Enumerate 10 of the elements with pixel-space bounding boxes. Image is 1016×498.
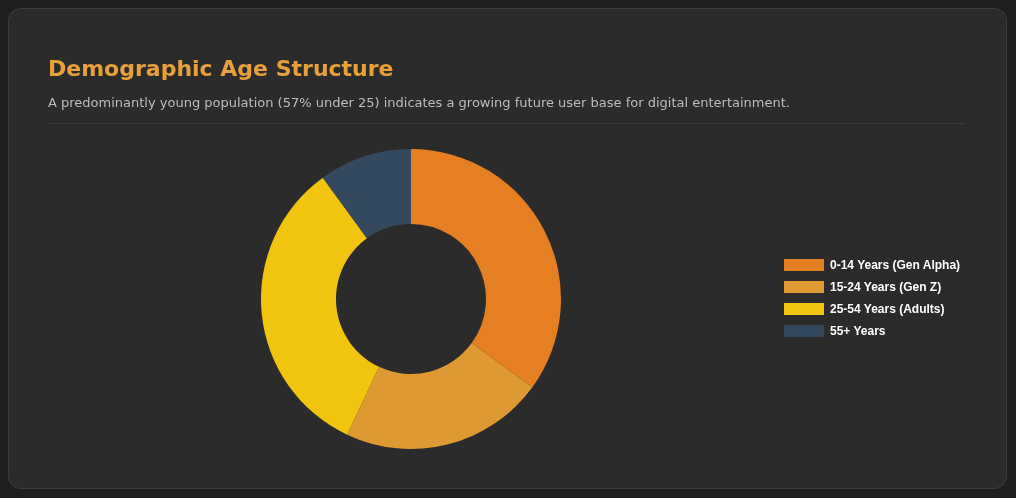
donut-slice [411, 149, 561, 388]
legend-label: 55+ Years [830, 324, 886, 338]
donut-slice [347, 343, 533, 449]
legend-label: 0-14 Years (Gen Alpha) [830, 258, 961, 272]
donut-slice [322, 149, 411, 239]
chart-title: Demographic Age Structure [48, 56, 394, 81]
legend-label: 25-54 Years (Adults) [830, 302, 945, 316]
legend-label: 15-24 Years (Gen Z) [830, 280, 942, 294]
chart-subtitle: A predominantly young population (57% under 25) indicates a growing future user base for digital entertainment. [48, 95, 790, 110]
donut-slice [261, 177, 380, 435]
